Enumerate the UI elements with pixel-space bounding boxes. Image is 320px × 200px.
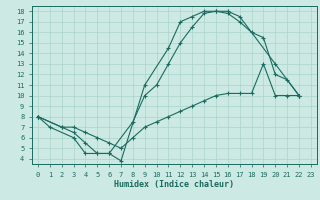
- X-axis label: Humidex (Indice chaleur): Humidex (Indice chaleur): [115, 180, 234, 189]
